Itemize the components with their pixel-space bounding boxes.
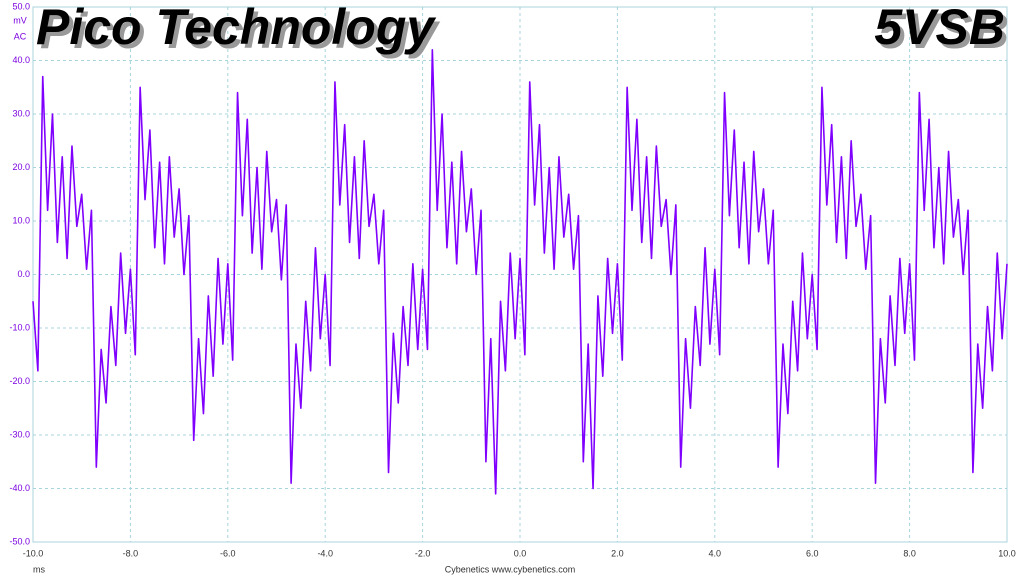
footer: Cybenetics www.cybenetics.com bbox=[445, 564, 576, 574]
x-unit: ms bbox=[33, 564, 45, 574]
chart-title: Pico Technology bbox=[36, 0, 436, 55]
y-coupling: AC bbox=[14, 31, 27, 41]
subtitle-shadow: 5VSB bbox=[878, 3, 1009, 59]
title-shadow: Pico Technology bbox=[40, 3, 440, 59]
plot bbox=[32, 49, 1008, 495]
y-tick-label: -20.0 bbox=[9, 376, 30, 386]
y-tick-label: -40.0 bbox=[9, 483, 30, 493]
x-tick-label: 10.0 bbox=[998, 548, 1016, 558]
x-tick-label: -2.0 bbox=[415, 548, 431, 558]
grid bbox=[32, 6, 1008, 543]
x-tick-label: 0.0 bbox=[514, 548, 527, 558]
y-tick-label: 0.0 bbox=[17, 269, 30, 279]
y-tick-label: 50.0 bbox=[12, 1, 30, 11]
y-tick-label: -50.0 bbox=[9, 536, 30, 546]
x-tick-label: -6.0 bbox=[220, 548, 236, 558]
x-tick-label: 4.0 bbox=[709, 548, 722, 558]
y-tick-label: 20.0 bbox=[12, 162, 30, 172]
chart-subtitle: 5VSB bbox=[874, 0, 1005, 55]
y-tick-label: 30.0 bbox=[12, 108, 30, 118]
waveform bbox=[32, 49, 1008, 495]
y-tick-label: -30.0 bbox=[9, 429, 30, 439]
x-tick-label: -4.0 bbox=[317, 548, 333, 558]
y-unit: mV bbox=[13, 15, 27, 25]
x-tick-label: 2.0 bbox=[611, 548, 624, 558]
y-tick-label: 10.0 bbox=[12, 215, 30, 225]
y-tick-label: 40.0 bbox=[12, 55, 30, 65]
y-tick-label: -10.0 bbox=[9, 322, 30, 332]
x-tick-label: -8.0 bbox=[123, 548, 139, 558]
x-tick-label: -10.0 bbox=[23, 548, 44, 558]
x-tick-label: 8.0 bbox=[903, 548, 916, 558]
x-tick-label: 6.0 bbox=[806, 548, 819, 558]
